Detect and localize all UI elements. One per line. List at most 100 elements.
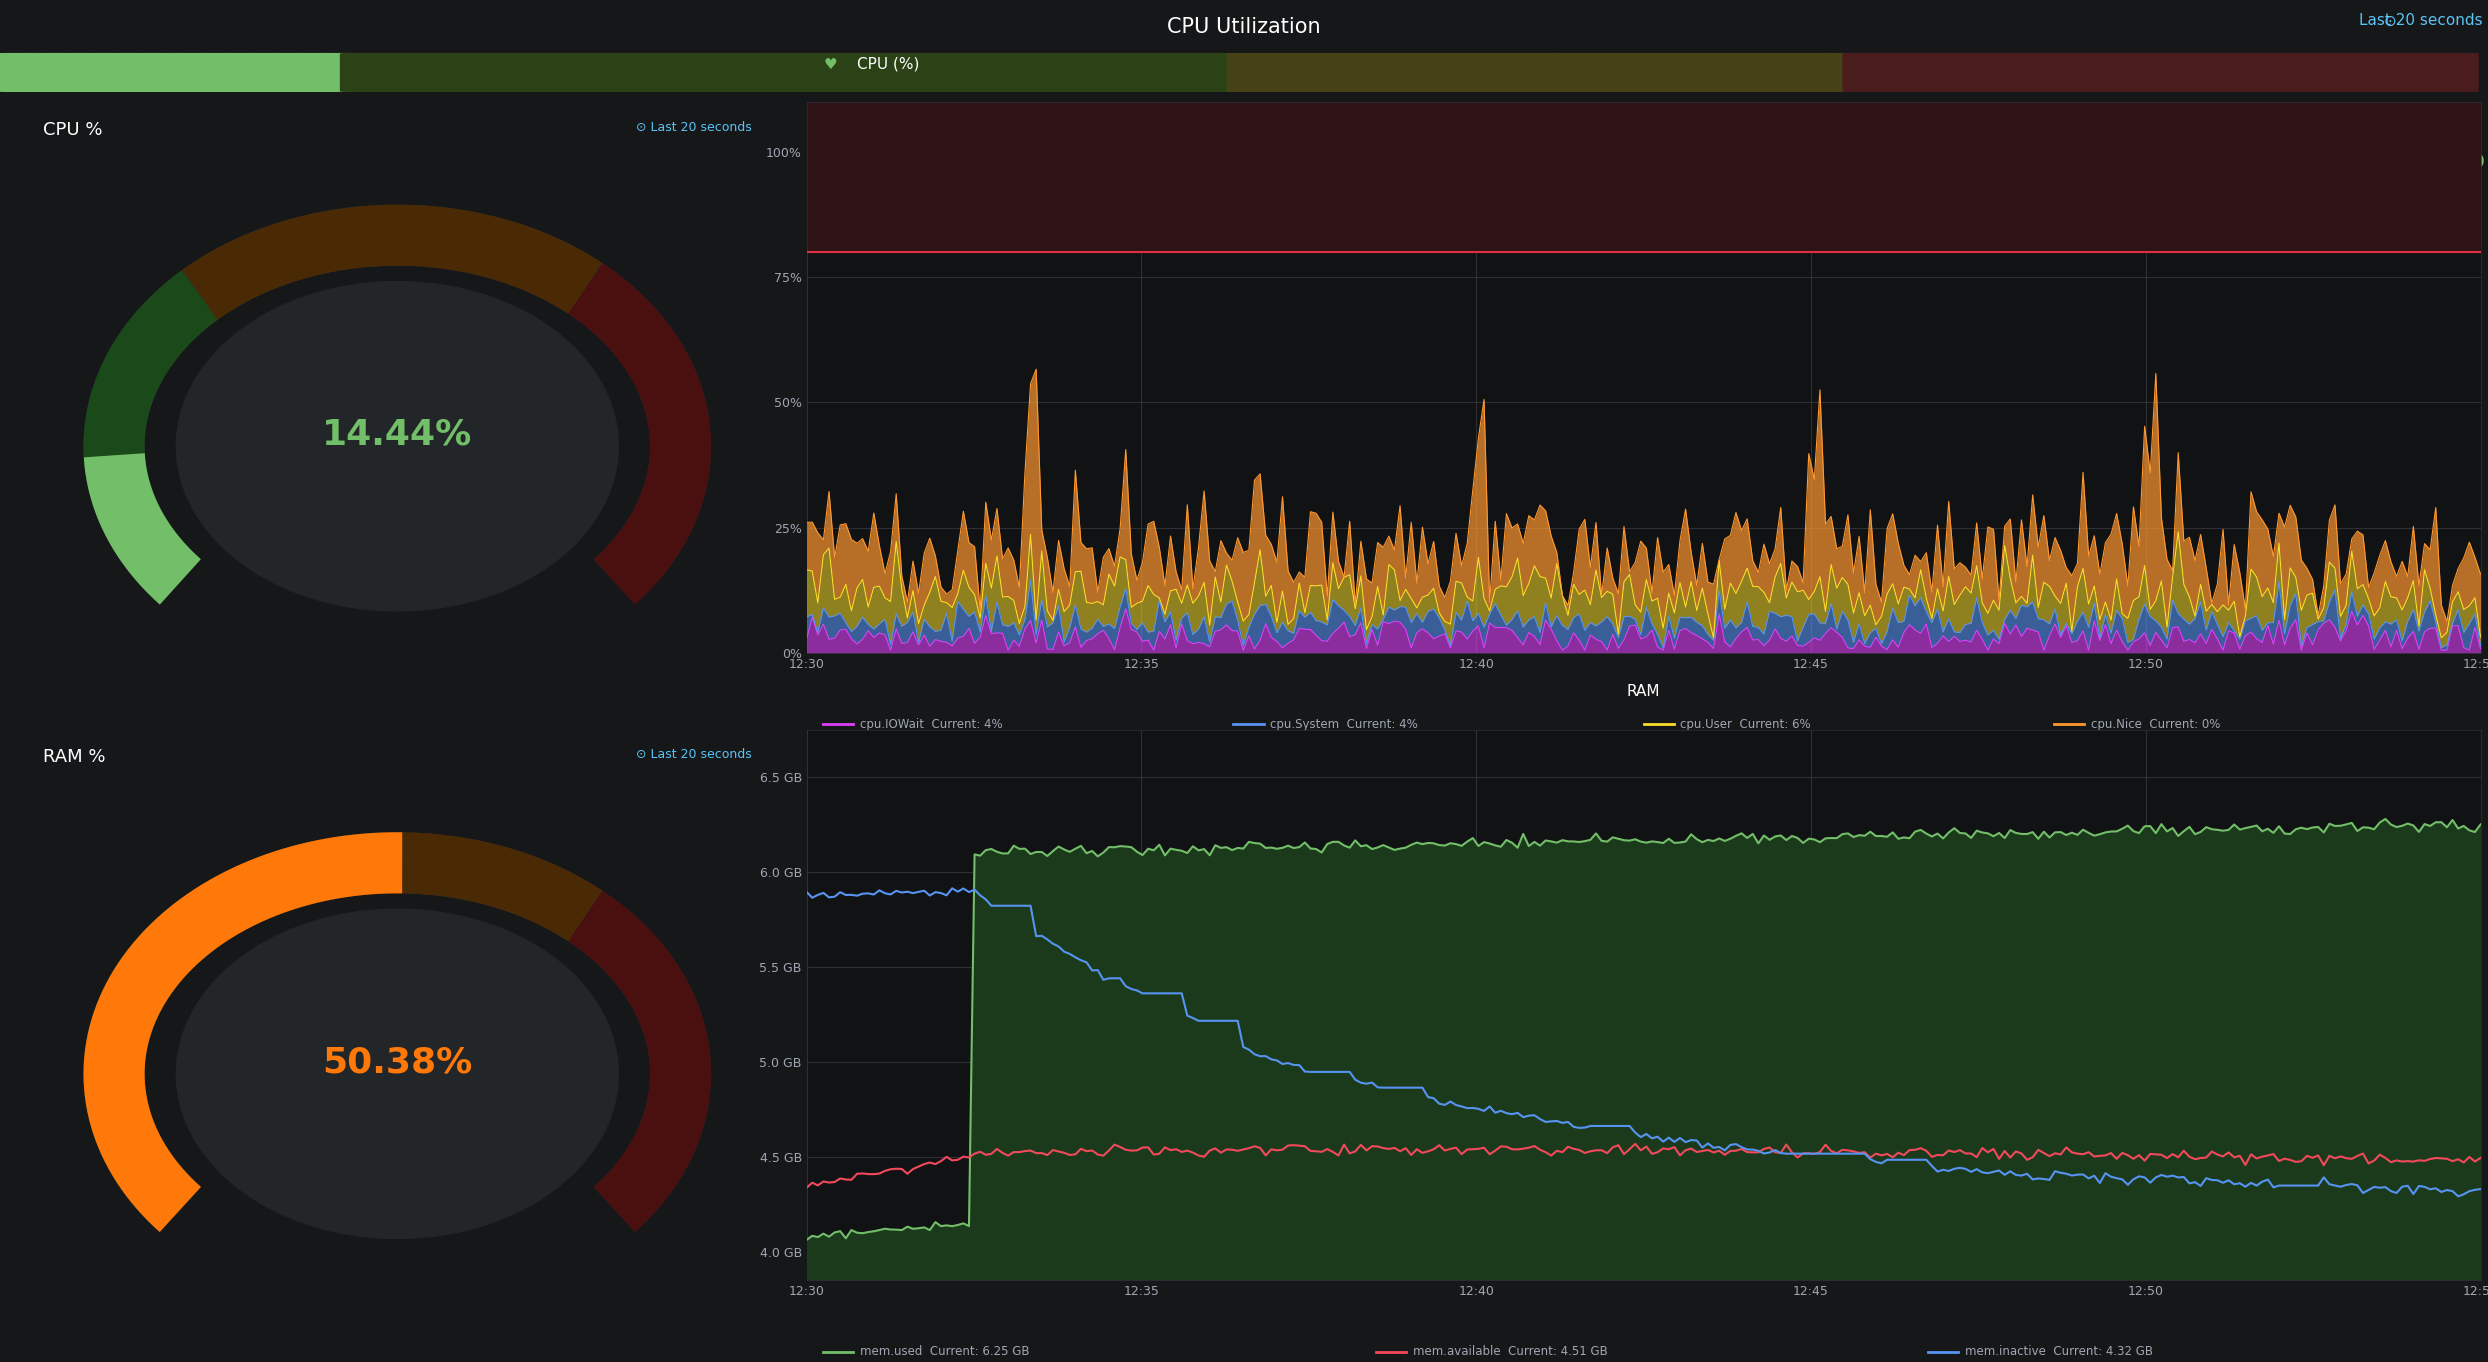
FancyBboxPatch shape (1055, 53, 1100, 93)
FancyBboxPatch shape (1744, 53, 1789, 93)
FancyBboxPatch shape (45, 53, 90, 93)
FancyBboxPatch shape (2065, 53, 2110, 93)
FancyBboxPatch shape (1841, 53, 1888, 93)
FancyBboxPatch shape (1227, 53, 1271, 93)
Text: ♥: ♥ (824, 57, 836, 72)
FancyBboxPatch shape (2384, 53, 2428, 93)
FancyBboxPatch shape (980, 53, 1025, 93)
FancyBboxPatch shape (2262, 53, 2306, 93)
Text: 50.38%: 50.38% (321, 1046, 473, 1079)
Text: 14.44%: 14.44% (2324, 139, 2486, 176)
FancyBboxPatch shape (2433, 53, 2478, 93)
FancyBboxPatch shape (1597, 53, 1642, 93)
FancyBboxPatch shape (0, 53, 40, 93)
FancyBboxPatch shape (734, 53, 779, 93)
FancyBboxPatch shape (610, 53, 657, 93)
FancyBboxPatch shape (1423, 53, 1468, 93)
FancyBboxPatch shape (684, 53, 729, 93)
Text: cpu.Nice  Current: 0%: cpu.Nice Current: 0% (2090, 718, 2219, 731)
FancyBboxPatch shape (1620, 53, 1667, 93)
FancyBboxPatch shape (241, 53, 286, 93)
Text: ⊙ Last 20 seconds: ⊙ Last 20 seconds (634, 120, 751, 133)
FancyBboxPatch shape (2087, 53, 2135, 93)
FancyBboxPatch shape (1276, 53, 1321, 93)
FancyBboxPatch shape (587, 53, 632, 93)
FancyBboxPatch shape (1819, 53, 1864, 93)
FancyBboxPatch shape (1769, 53, 1814, 93)
FancyBboxPatch shape (1102, 53, 1149, 93)
FancyBboxPatch shape (1448, 53, 1493, 93)
Text: ⊙: ⊙ (2384, 14, 2396, 29)
FancyBboxPatch shape (2040, 53, 2085, 93)
FancyBboxPatch shape (1177, 53, 1222, 93)
FancyBboxPatch shape (2212, 53, 2257, 93)
FancyBboxPatch shape (759, 53, 804, 93)
FancyBboxPatch shape (119, 53, 164, 93)
FancyBboxPatch shape (1152, 53, 1197, 93)
FancyBboxPatch shape (316, 53, 361, 93)
FancyBboxPatch shape (659, 53, 704, 93)
FancyBboxPatch shape (1398, 53, 1443, 93)
FancyBboxPatch shape (341, 53, 386, 93)
FancyBboxPatch shape (2359, 53, 2406, 93)
FancyBboxPatch shape (2015, 53, 2060, 93)
FancyBboxPatch shape (1694, 53, 1739, 93)
FancyBboxPatch shape (955, 53, 1000, 93)
FancyBboxPatch shape (70, 53, 114, 93)
FancyBboxPatch shape (216, 53, 261, 93)
FancyBboxPatch shape (2311, 53, 2356, 93)
Text: Last 20 seconds: Last 20 seconds (2359, 14, 2483, 29)
FancyBboxPatch shape (1005, 53, 1050, 93)
Text: 14.44%: 14.44% (321, 418, 473, 452)
FancyBboxPatch shape (1572, 53, 1617, 93)
FancyBboxPatch shape (856, 53, 903, 93)
FancyBboxPatch shape (20, 53, 65, 93)
FancyBboxPatch shape (1348, 53, 1396, 93)
FancyBboxPatch shape (1719, 53, 1764, 93)
Text: CPU (%): CPU (%) (856, 57, 918, 72)
FancyBboxPatch shape (2286, 53, 2331, 93)
FancyBboxPatch shape (167, 53, 211, 93)
FancyBboxPatch shape (784, 53, 829, 93)
FancyBboxPatch shape (1669, 53, 1714, 93)
FancyBboxPatch shape (463, 53, 508, 93)
FancyBboxPatch shape (1498, 53, 1543, 93)
FancyBboxPatch shape (1473, 53, 1518, 93)
FancyBboxPatch shape (1916, 53, 1961, 93)
FancyBboxPatch shape (1990, 53, 2035, 93)
Polygon shape (177, 282, 617, 610)
FancyBboxPatch shape (2408, 53, 2453, 93)
Text: mem.used  Current: 6.25 GB: mem.used Current: 6.25 GB (861, 1346, 1030, 1358)
FancyBboxPatch shape (142, 53, 189, 93)
FancyBboxPatch shape (266, 53, 311, 93)
FancyBboxPatch shape (192, 53, 236, 93)
FancyBboxPatch shape (2137, 53, 2182, 93)
FancyBboxPatch shape (2237, 53, 2281, 93)
FancyBboxPatch shape (95, 53, 139, 93)
Text: CPU Utilization: CPU Utilization (1167, 16, 1321, 37)
FancyBboxPatch shape (809, 53, 853, 93)
FancyBboxPatch shape (1301, 53, 1346, 93)
Text: cpu.IOWait  Current: 4%: cpu.IOWait Current: 4% (861, 718, 1003, 731)
FancyBboxPatch shape (2334, 53, 2381, 93)
FancyBboxPatch shape (1794, 53, 1839, 93)
FancyBboxPatch shape (2162, 53, 2207, 93)
FancyBboxPatch shape (634, 53, 682, 93)
Text: ⊙ Last 20 seconds: ⊙ Last 20 seconds (634, 748, 751, 761)
FancyBboxPatch shape (537, 53, 582, 93)
FancyBboxPatch shape (931, 53, 975, 93)
Text: cpu.System  Current: 4%: cpu.System Current: 4% (1271, 718, 1418, 731)
Polygon shape (177, 910, 617, 1238)
FancyBboxPatch shape (1202, 53, 1246, 93)
FancyBboxPatch shape (1326, 53, 1371, 93)
FancyBboxPatch shape (2112, 53, 2160, 93)
Text: cpu.User  Current: 6%: cpu.User Current: 6% (1679, 718, 1811, 731)
Text: mem.available  Current: 4.51 GB: mem.available Current: 4.51 GB (1413, 1346, 1607, 1358)
FancyBboxPatch shape (388, 53, 435, 93)
FancyBboxPatch shape (1373, 53, 1421, 93)
FancyBboxPatch shape (881, 53, 928, 93)
FancyBboxPatch shape (833, 53, 878, 93)
FancyBboxPatch shape (1127, 53, 1174, 93)
FancyBboxPatch shape (1030, 53, 1075, 93)
FancyBboxPatch shape (1941, 53, 1985, 93)
